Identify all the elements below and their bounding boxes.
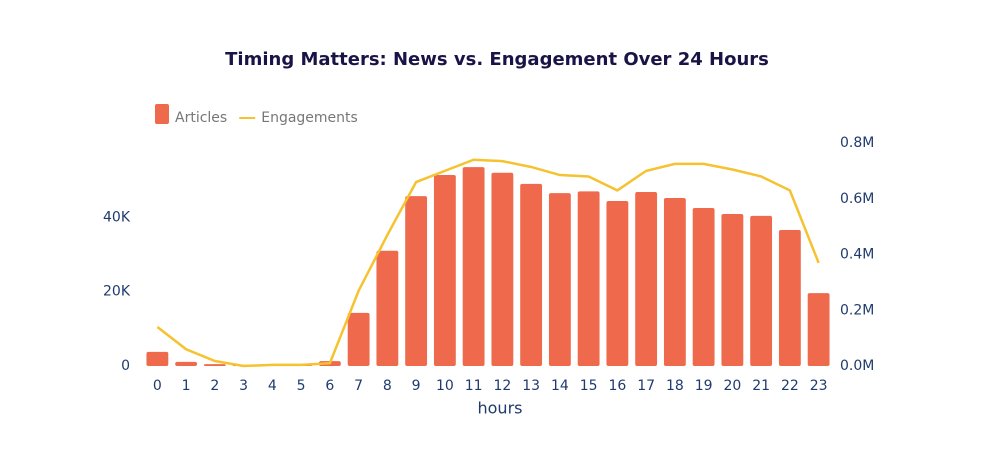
x-tick-label: 22 xyxy=(781,378,799,394)
x-tick-label: 20 xyxy=(723,378,741,394)
bar xyxy=(606,200,629,366)
bar xyxy=(203,364,226,366)
x-tick-label: 11 xyxy=(465,378,483,394)
bar xyxy=(807,293,830,366)
legend-swatch xyxy=(155,104,169,124)
bar xyxy=(721,213,744,366)
bar xyxy=(750,215,773,366)
x-tick-label: 13 xyxy=(522,378,540,394)
x-tick-label: 9 xyxy=(412,378,421,394)
y2-tick-label: 0.6M xyxy=(840,191,874,207)
y2-tick-label: 0.8M xyxy=(840,135,874,151)
x-tick-label: 15 xyxy=(580,378,598,394)
bar xyxy=(146,351,169,366)
x-tick-label: 3 xyxy=(239,378,248,394)
bar xyxy=(376,250,399,366)
y2-tick-label: 0.0M xyxy=(840,358,874,374)
x-tick-label: 0 xyxy=(153,378,162,394)
x-axis-label: hours xyxy=(478,399,523,418)
bar xyxy=(175,361,198,366)
line xyxy=(156,158,820,368)
x-tick-label: 17 xyxy=(637,378,655,394)
bar xyxy=(405,196,428,366)
x-tick-label: 10 xyxy=(436,378,454,394)
bar xyxy=(548,193,571,366)
y-tick-label: 0 xyxy=(121,358,130,374)
bar xyxy=(462,167,485,366)
legend-label: Articles xyxy=(175,110,227,126)
x-tick-label: 5 xyxy=(297,378,306,394)
y-tick-label: 40K xyxy=(103,209,131,225)
x-tick-label: 12 xyxy=(493,378,511,394)
x-tick-label: 16 xyxy=(608,378,626,394)
x-tick-label: 6 xyxy=(325,378,334,394)
y-tick-label: 20K xyxy=(103,284,131,300)
bar xyxy=(347,312,370,366)
x-tick-label: 1 xyxy=(182,378,191,394)
bar xyxy=(778,229,801,366)
x-tick-label: 23 xyxy=(810,378,828,394)
y2-tick-label: 0.4M xyxy=(840,247,874,263)
x-tick-label: 7 xyxy=(354,378,363,394)
bar xyxy=(577,191,600,366)
x-tick-label: 4 xyxy=(268,378,277,394)
bar xyxy=(491,172,514,366)
bar xyxy=(520,183,543,366)
chart-title: Timing Matters: News vs. Engagement Over… xyxy=(225,49,769,70)
bar xyxy=(635,192,658,366)
legend-label: Engagements xyxy=(261,110,358,126)
x-tick-label: 8 xyxy=(383,378,392,394)
bar xyxy=(692,208,715,366)
x-tick-label: 18 xyxy=(666,378,684,394)
x-tick-label: 14 xyxy=(551,378,569,394)
bar xyxy=(433,174,456,366)
bar xyxy=(663,198,686,366)
y2-tick-label: 0.2M xyxy=(840,302,874,318)
x-tick-label: 19 xyxy=(695,378,713,394)
x-tick-label: 21 xyxy=(752,378,770,394)
x-tick-label: 2 xyxy=(210,378,219,394)
